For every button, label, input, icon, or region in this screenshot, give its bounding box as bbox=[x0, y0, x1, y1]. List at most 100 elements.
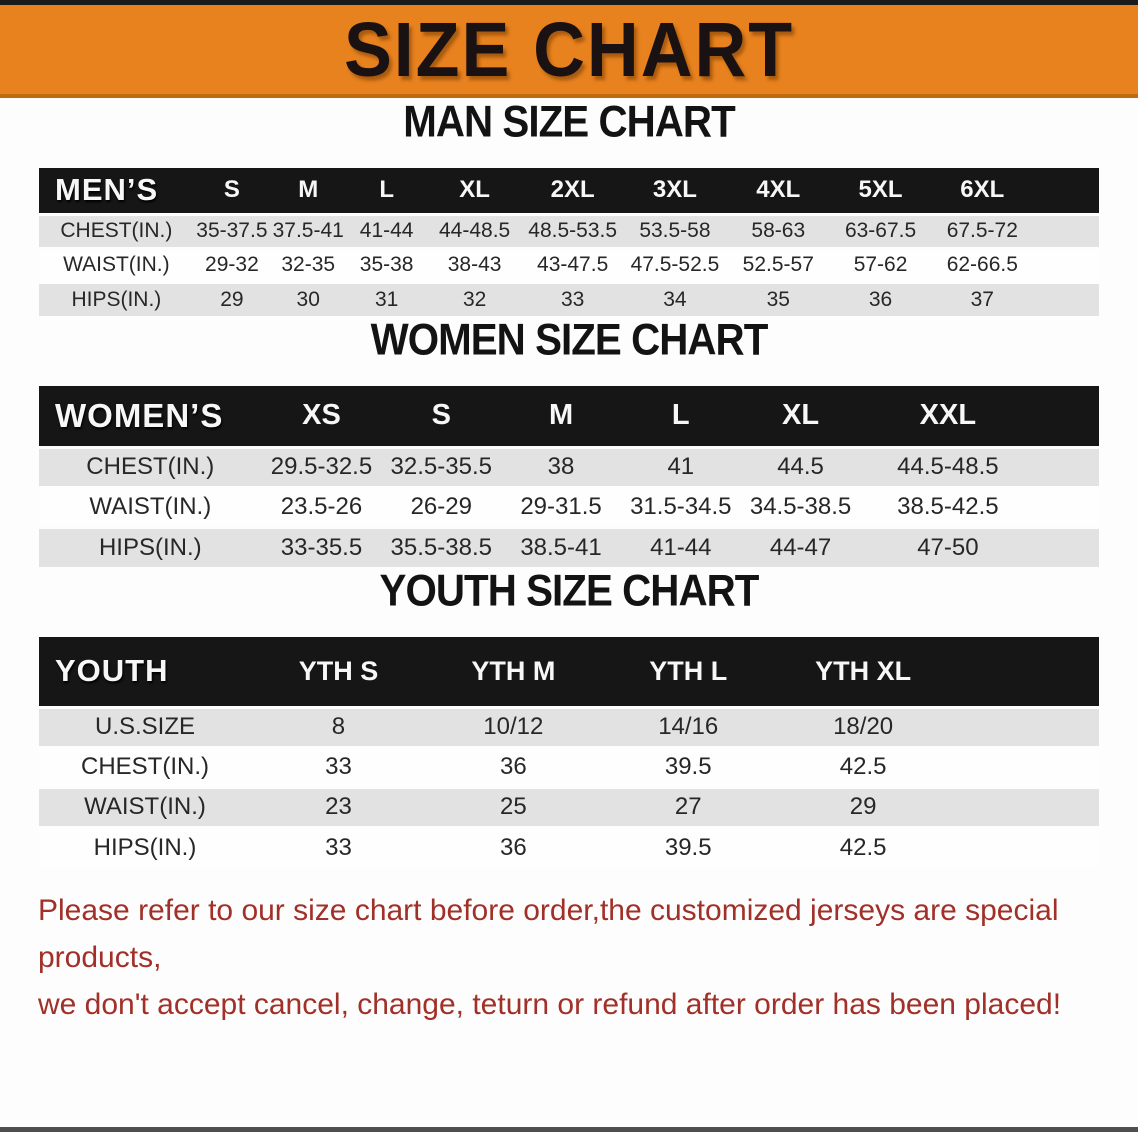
row-label: WAIST(IN.) bbox=[84, 793, 206, 820]
women-size-col-header: S bbox=[431, 399, 451, 432]
youth-data-row: CHEST(IN.) 33 36 39.5 42.5 bbox=[39, 747, 1099, 787]
youth-data-row: HIPS(IN.) 33 36 39.5 42.5 bbox=[39, 827, 1099, 867]
size-value-cell: 42.5 bbox=[839, 753, 887, 780]
filler-cell bbox=[951, 787, 1099, 827]
filler-cell bbox=[1035, 447, 1099, 487]
men-size-col-header: 2XL bbox=[550, 176, 595, 204]
size-value-cell: 38.5-42.5 bbox=[897, 493, 999, 520]
filler-cell bbox=[951, 637, 1099, 707]
filler-cell bbox=[1033, 214, 1099, 248]
row-label: HIPS(IN.) bbox=[98, 533, 202, 561]
men-size-col-header: XL bbox=[459, 176, 490, 204]
row-label: HIPS(IN.) bbox=[71, 287, 162, 311]
men-size-table: MEN’S S M L XL 2XL 3XL 4XL 5XL 6XL CHEST(IN.) 35-37… bbox=[39, 168, 1099, 316]
youth-size-table: YOUTH YTH S YTH M YTH L YTH XL U.S.SIZE 8 10/12… bbox=[39, 637, 1099, 867]
size-value-cell: 52.5-57 bbox=[742, 253, 814, 276]
women-size-col-header: XL bbox=[782, 399, 820, 432]
top-border-strip bbox=[0, 0, 1138, 5]
youth-size-col-header: YTH XL bbox=[815, 655, 912, 686]
disclaimer-line-2: we don't accept cancel, change, teturn o… bbox=[38, 988, 1062, 1021]
size-value-cell: 32-35 bbox=[281, 253, 336, 276]
size-value-cell: 38 bbox=[547, 453, 575, 480]
filler-cell bbox=[1033, 248, 1099, 282]
size-value-cell: 33 bbox=[560, 287, 585, 311]
size-value-cell: 36 bbox=[499, 833, 527, 861]
size-value-cell: 67.5-72 bbox=[946, 219, 1018, 242]
men-header-row: MEN’S S M L XL 2XL 3XL 4XL 5XL 6XL bbox=[39, 168, 1099, 214]
size-value-cell: 8 bbox=[331, 713, 346, 740]
size-value-cell: 62-66.5 bbox=[946, 253, 1018, 276]
youth-table-title: YOUTH bbox=[55, 653, 169, 689]
size-value-cell: 41-44 bbox=[650, 533, 712, 561]
youth-size-col-header: YTH S bbox=[298, 655, 379, 686]
size-value-cell: 41 bbox=[667, 453, 695, 480]
youth-data-row: WAIST(IN.) 23 25 27 29 bbox=[39, 787, 1099, 827]
filler-cell bbox=[1033, 282, 1099, 316]
men-size-col-header: 3XL bbox=[652, 176, 697, 204]
filler-cell bbox=[1035, 386, 1099, 447]
size-value-cell: 23 bbox=[325, 793, 352, 820]
man-size-chart-heading: MAN SIZE CHART bbox=[403, 96, 735, 147]
men-size-col-header: M bbox=[298, 176, 319, 204]
women-size-chart-heading: WOMEN SIZE CHART bbox=[370, 314, 769, 365]
size-value-cell: 44.5-48.5 bbox=[897, 453, 999, 480]
size-value-cell: 31.5-34.5 bbox=[630, 493, 732, 520]
order-disclaimer: Please refer to our size chart before or… bbox=[38, 887, 1110, 1028]
filler-cell bbox=[1033, 168, 1099, 214]
banner-title: SIZE CHART bbox=[343, 6, 795, 93]
size-value-cell: 26-29 bbox=[410, 493, 472, 520]
size-value-cell: 48.5-53.5 bbox=[528, 219, 618, 242]
size-value-cell: 29 bbox=[849, 793, 877, 820]
filler-cell bbox=[951, 707, 1099, 747]
size-value-cell: 32.5-35.5 bbox=[390, 453, 492, 480]
size-value-cell: 29-32 bbox=[205, 253, 259, 276]
row-label: CHEST(IN.) bbox=[81, 753, 209, 780]
size-value-cell: 43-47.5 bbox=[537, 253, 609, 276]
size-chart-banner: SIZE CHART bbox=[0, 5, 1138, 98]
bottom-border-strip bbox=[0, 1127, 1138, 1132]
youth-header-row: YOUTH YTH S YTH M YTH L YTH XL bbox=[39, 637, 1099, 707]
size-value-cell: 33 bbox=[325, 753, 352, 780]
row-label: WAIST(IN.) bbox=[89, 493, 212, 520]
size-value-cell: 32 bbox=[462, 287, 487, 311]
women-data-row: HIPS(IN.) 33-35.5 35.5-38.5 38.5-41 41-44 44-… bbox=[39, 527, 1099, 567]
size-value-cell: 37.5-41 bbox=[272, 219, 344, 242]
women-size-col-header: L bbox=[671, 399, 690, 432]
size-value-cell: 47-50 bbox=[917, 533, 979, 561]
size-value-cell: 10/12 bbox=[483, 713, 544, 740]
size-value-cell: 34 bbox=[663, 287, 687, 311]
size-value-cell: 23.5-26 bbox=[280, 493, 363, 520]
size-value-cell: 53.5-58 bbox=[639, 219, 711, 242]
size-value-cell: 57-62 bbox=[853, 253, 908, 276]
size-value-cell: 33-35.5 bbox=[280, 533, 363, 561]
size-value-cell: 38.5-41 bbox=[520, 533, 602, 561]
youth-size-chart-heading: YOUTH SIZE CHART bbox=[379, 565, 760, 616]
women-size-col-header: M bbox=[548, 399, 574, 432]
size-value-cell: 58-63 bbox=[751, 219, 806, 242]
women-size-col-header: XXL bbox=[919, 399, 977, 432]
size-value-cell: 39.5 bbox=[664, 833, 712, 861]
row-label: WAIST(IN.) bbox=[63, 253, 170, 276]
size-value-cell: 29-31.5 bbox=[520, 493, 602, 520]
filler-cell bbox=[1035, 487, 1099, 527]
size-value-cell: 44-47 bbox=[769, 533, 832, 561]
men-size-col-header: 4XL bbox=[756, 176, 801, 204]
size-value-cell: 42.5 bbox=[839, 833, 887, 861]
size-value-cell: 27 bbox=[674, 793, 702, 820]
size-value-cell: 35-38 bbox=[359, 253, 414, 276]
size-value-cell: 38-43 bbox=[447, 253, 502, 276]
size-value-cell: 35.5-38.5 bbox=[390, 533, 492, 561]
men-data-row: CHEST(IN.) 35-37.5 37.5-41 41-44 44-48.5 48.5… bbox=[39, 214, 1099, 248]
men-data-row: WAIST(IN.) 29-32 32-35 35-38 38-43 43-47.5 47.… bbox=[39, 248, 1099, 282]
men-size-col-header: L bbox=[379, 176, 394, 204]
size-value-cell: 14/16 bbox=[658, 713, 719, 740]
women-table-title: WOMEN’S bbox=[55, 396, 224, 434]
size-value-cell: 36 bbox=[499, 753, 527, 780]
row-label: HIPS(IN.) bbox=[93, 833, 197, 861]
women-header-row: WOMEN’S XS S M L XL XXL bbox=[39, 386, 1099, 447]
size-value-cell: 41-44 bbox=[359, 219, 414, 242]
size-value-cell: 47.5-52.5 bbox=[630, 253, 720, 276]
filler-cell bbox=[1035, 527, 1099, 567]
size-value-cell: 31 bbox=[374, 287, 399, 311]
size-value-cell: 44-48.5 bbox=[439, 219, 511, 242]
